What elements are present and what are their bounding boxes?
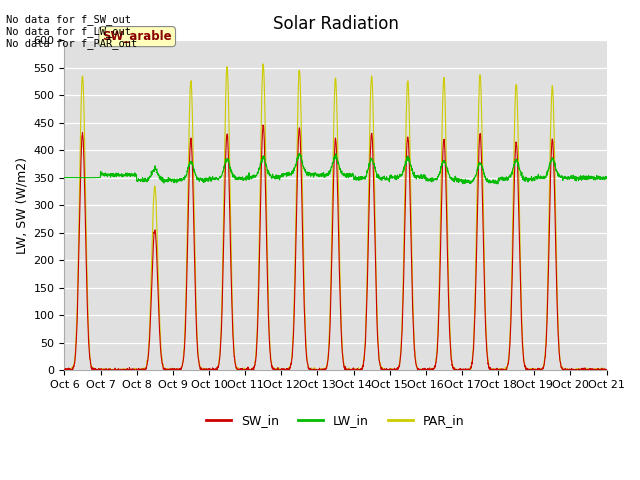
Title: Solar Radiation: Solar Radiation: [273, 15, 399, 33]
Text: SW_arable: SW_arable: [102, 30, 172, 43]
Text: No data for f_LW_out: No data for f_LW_out: [6, 25, 131, 36]
Text: No data for f_PAR_out: No data for f_PAR_out: [6, 37, 138, 48]
Legend: SW_in, LW_in, PAR_in: SW_in, LW_in, PAR_in: [202, 409, 470, 432]
Text: No data for f_SW_out: No data for f_SW_out: [6, 13, 131, 24]
Y-axis label: LW, SW (W/m2): LW, SW (W/m2): [15, 156, 28, 253]
